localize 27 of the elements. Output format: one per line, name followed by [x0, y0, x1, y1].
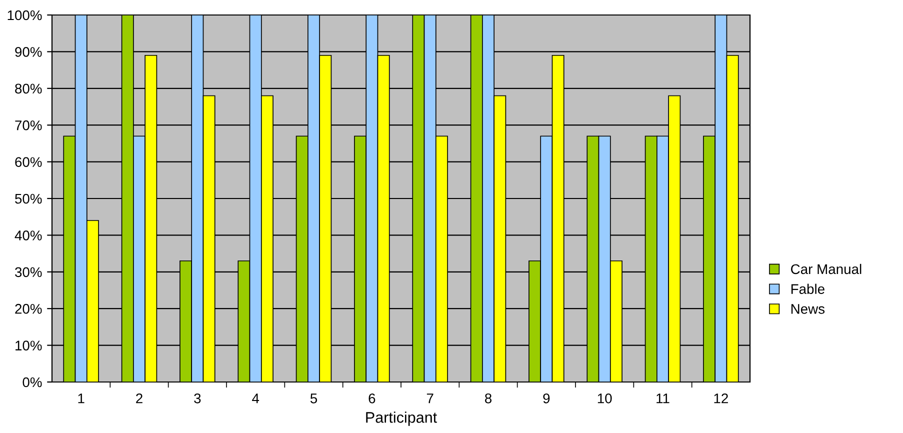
legend-label: Car Manual — [791, 264, 862, 274]
x-tick-label: 7 — [426, 394, 434, 404]
x-tick-label: 1 — [78, 394, 84, 404]
x-tick-label: 6 — [368, 393, 376, 404]
x-tick-label: 5 — [310, 394, 318, 404]
y-tick-label: 30% — [15, 267, 42, 278]
y-tick-label: 80% — [15, 84, 42, 94]
x-tick-label: 8 — [484, 393, 492, 404]
x-tick-label: 11 — [656, 394, 670, 404]
y-tick-label: 50% — [15, 194, 42, 204]
y-tick-label: 10% — [16, 340, 42, 350]
y-tick-label: 100% — [8, 10, 42, 20]
x-tick-label: 10 — [598, 393, 612, 404]
legend-label: News — [791, 304, 825, 314]
x-tick-label: 2 — [136, 393, 142, 404]
y-tick-label: 40% — [14, 230, 42, 240]
y-tick-label: 90% — [15, 47, 42, 57]
x-tick-label: 9 — [543, 393, 550, 404]
x-axis-title: Participant — [366, 412, 437, 426]
x-tick-label: 3 — [194, 393, 201, 404]
y-tick-label: 70% — [15, 120, 42, 130]
y-tick-label: 0% — [22, 377, 42, 388]
legend-label: Fable — [791, 284, 824, 294]
x-tick-label: 12 — [714, 393, 728, 404]
y-tick-label: 20% — [15, 304, 42, 314]
y-tick-label: 60% — [15, 157, 42, 167]
x-tick-label: 4 — [252, 394, 260, 404]
